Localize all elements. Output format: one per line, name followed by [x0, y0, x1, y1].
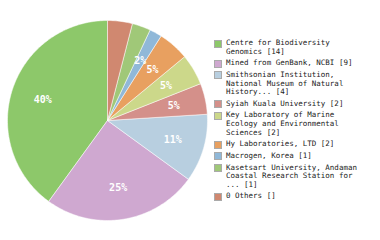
html-text:Macrogen, Korea [1]: Macrogen, Korea [1] — [226, 150, 312, 160]
svg-text:11%: 11% — [164, 134, 182, 145]
svg-text:25%: 25% — [109, 182, 127, 193]
html-text:Mined from GenBank, NCBI [9]: Mined from GenBank, NCBI [9] — [226, 58, 353, 68]
html-text:Hy Laboratories, LTD [2]: Hy Laboratories, LTD [2] — [226, 139, 335, 149]
html-text:0 Others []: 0 Others [] — [226, 191, 276, 201]
svg-text:5%: 5% — [168, 100, 180, 111]
html-text:Kasetsart University, Andaman: Kasetsart University, Andaman Coastal Re… — [226, 162, 357, 189]
html-text:Syiah Kuala University [2]: Syiah Kuala University [2] — [226, 98, 344, 108]
svg-text:2%: 2% — [134, 55, 146, 66]
html-text:Centre for Biodiversity Genomi: Centre for Biodiversity Genomics [14] — [226, 38, 330, 56]
html-text:Smithsonian Institution, Natio: Smithsonian Institution, National Museum… — [226, 69, 344, 97]
svg-text:5%: 5% — [146, 64, 158, 75]
svg-text:40%: 40% — [34, 94, 52, 105]
svg-text:5%: 5% — [160, 80, 172, 91]
html-text:Key Laboratory of Marine Ecolo: Key Laboratory of Marine Ecology and Env… — [226, 110, 339, 137]
